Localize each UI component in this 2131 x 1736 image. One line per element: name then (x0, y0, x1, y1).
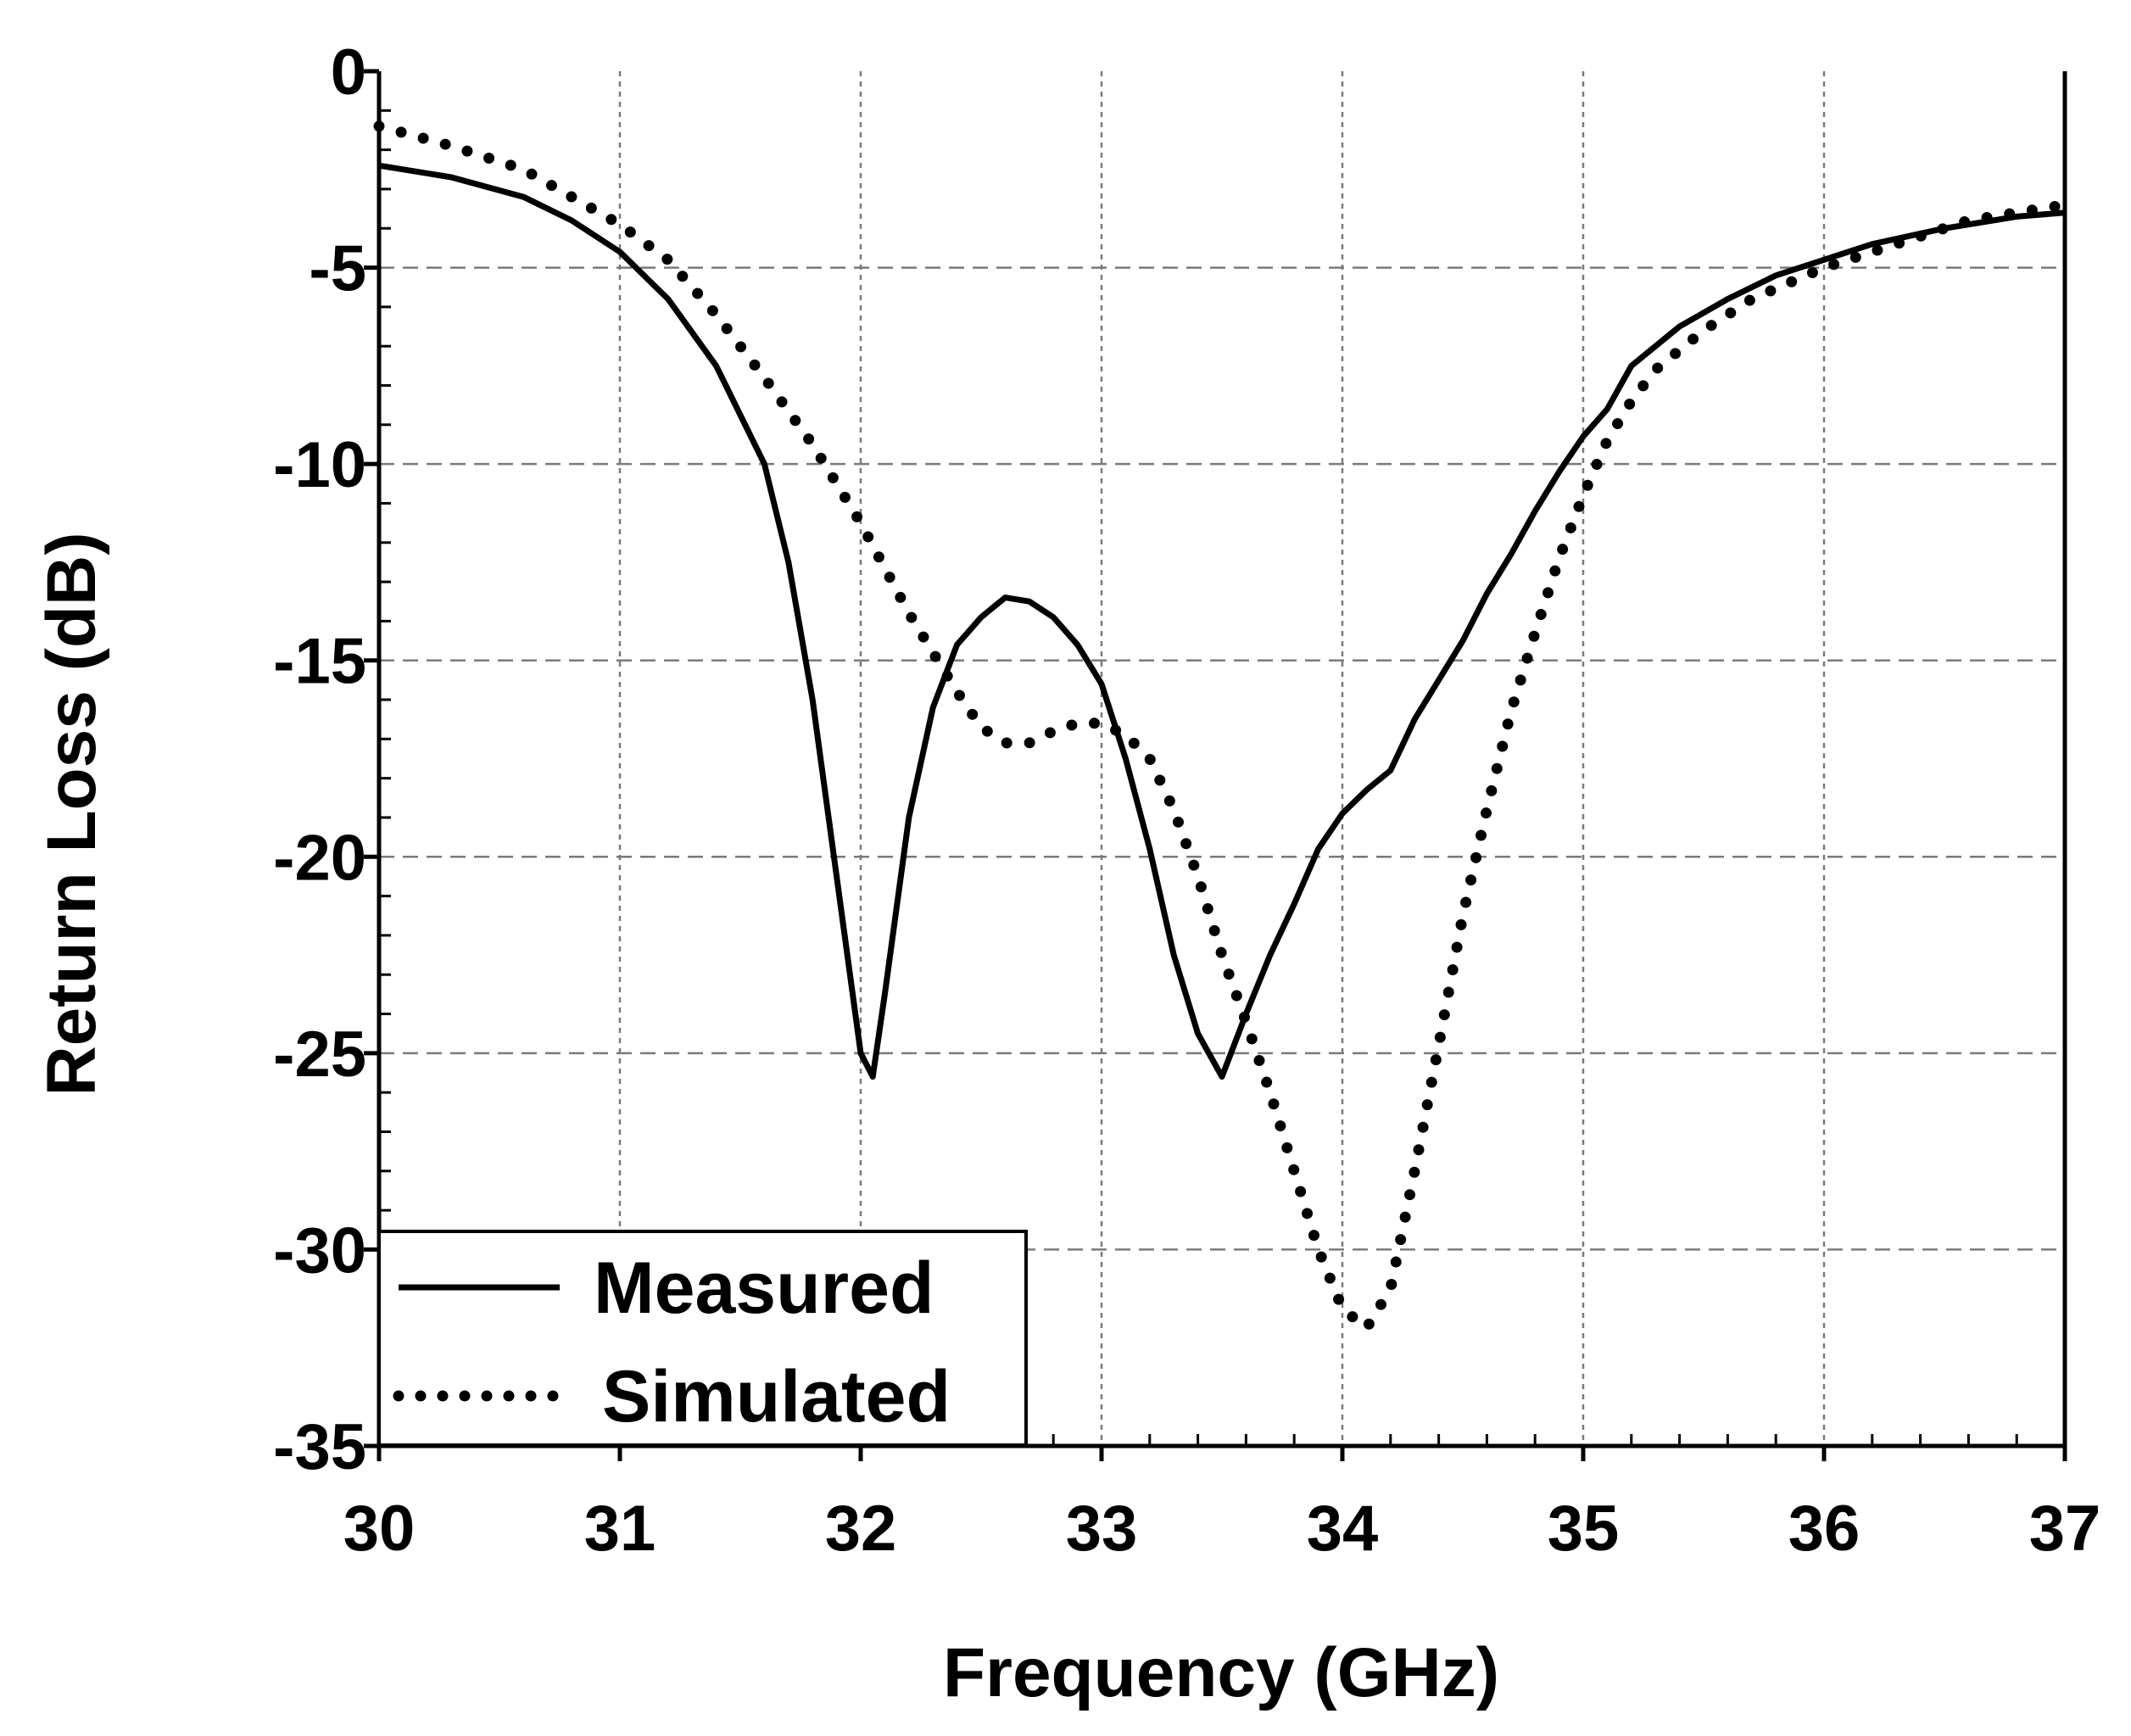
x-tick-label: 35 (1548, 1493, 1620, 1565)
x-tick-label: 33 (1066, 1493, 1138, 1565)
grid (379, 71, 2065, 1446)
x-axis-title: Frequency (GHz) (943, 1634, 1499, 1711)
y-tick-label: 0 (331, 36, 366, 109)
x-tick-label: 30 (343, 1493, 416, 1565)
y-tick-label: -35 (273, 1411, 366, 1483)
series-line-simulated (373, 120, 2071, 1334)
y-axis-title: Return Loss (dB) (33, 532, 110, 1096)
x-tick-label: 36 (1788, 1493, 1860, 1565)
legend: Measured Simulated (377, 1230, 1028, 1447)
series-line-measured (378, 162, 2066, 1080)
legend-simulated-label: Simulated (602, 1356, 951, 1437)
legend-measured-label: Measured (594, 1248, 934, 1329)
tick-labels: 30 31 32 33 34 35 36 37 0 -5 -10 -15 -20 -25 -30 -35 (273, 36, 2100, 1565)
x-tick-label: 32 (825, 1493, 897, 1565)
y-tick-label: -25 (273, 1019, 366, 1091)
x-tick-label: 34 (1307, 1493, 1379, 1565)
x-tick-label: 37 (2029, 1493, 2101, 1565)
y-tick-label: -10 (273, 429, 366, 501)
plot-area (373, 120, 2071, 1334)
legend-box (377, 1230, 1028, 1447)
y-tick-label: -5 (309, 233, 366, 305)
y-tick-label: -30 (273, 1214, 366, 1287)
y-tick-label: -15 (273, 626, 366, 698)
x-tick-label: 31 (584, 1493, 656, 1565)
y-tick-label: -20 (273, 822, 366, 894)
